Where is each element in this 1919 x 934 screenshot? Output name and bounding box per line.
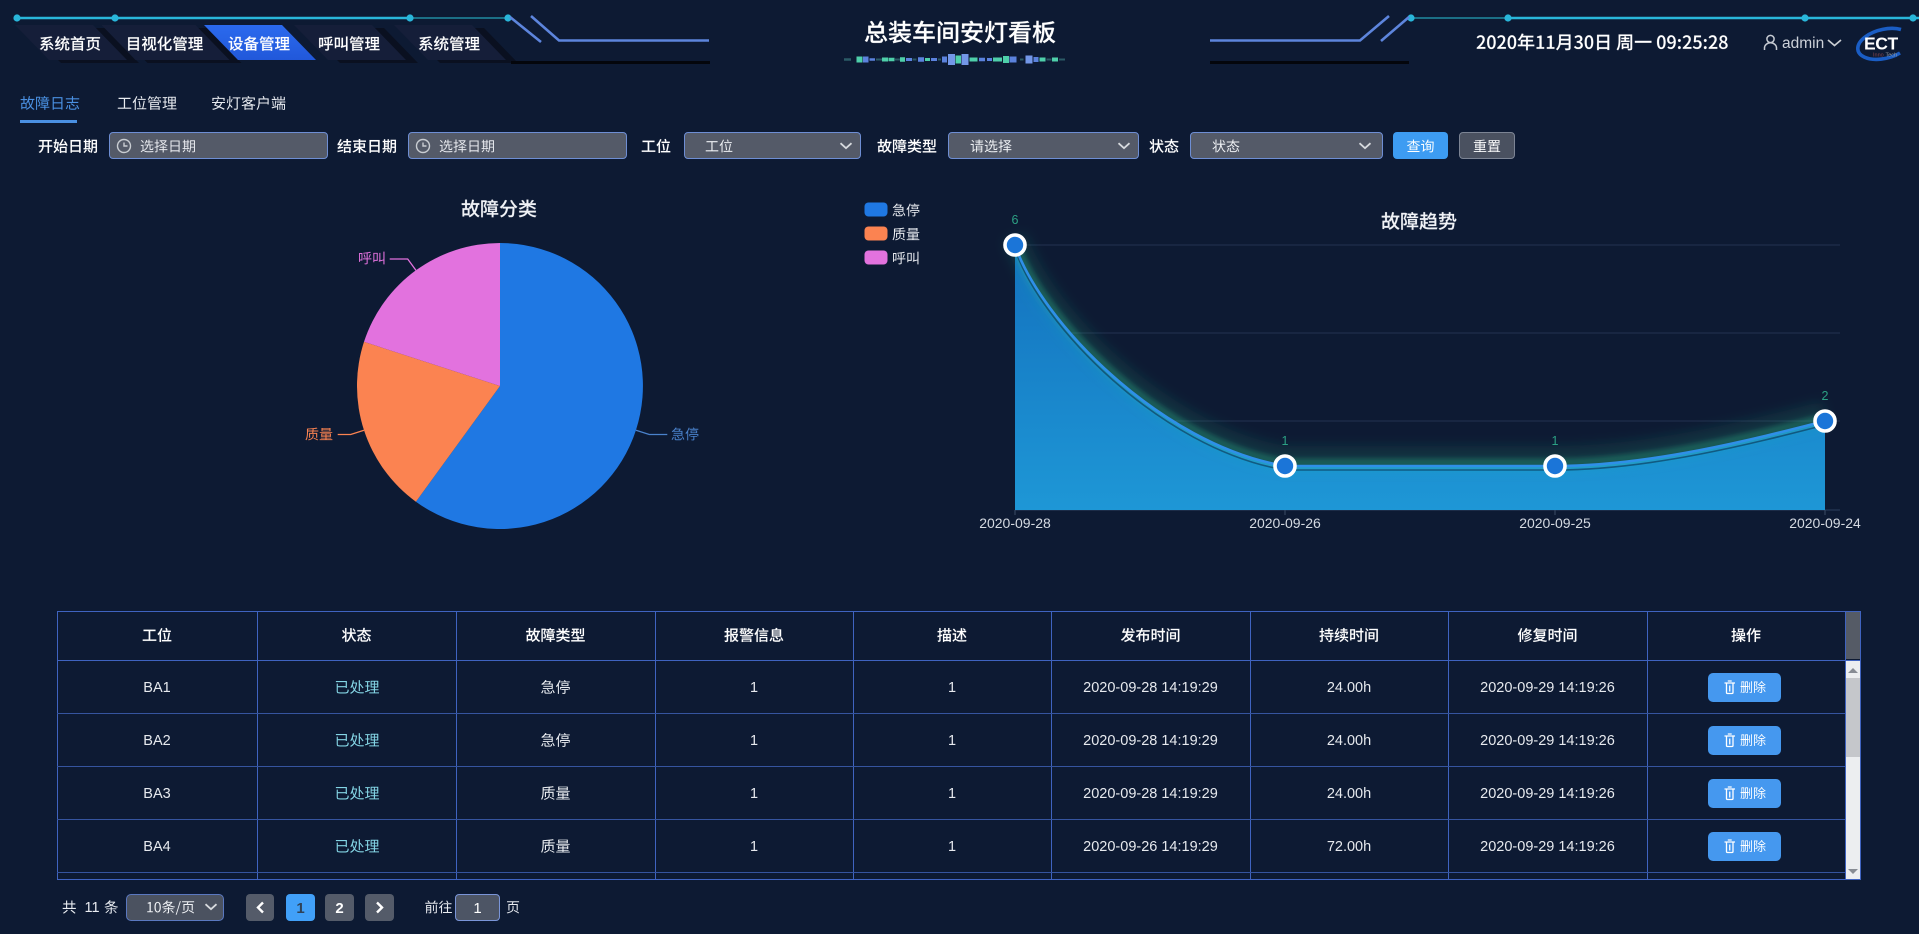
svg-text:11: 11 [84, 900, 99, 916]
svg-text:2020-09-26: 2020-09-26 [1249, 515, 1321, 531]
svg-text:1: 1 [1552, 434, 1559, 448]
svg-text:2: 2 [335, 900, 343, 917]
svg-text:2020-09-29 14:19:26: 2020-09-29 14:19:26 [1480, 786, 1615, 802]
svg-text:24.00h: 24.00h [1327, 680, 1371, 696]
svg-text:1: 1 [473, 900, 481, 917]
svg-text:1: 1 [750, 839, 758, 855]
svg-text:24.00h: 24.00h [1327, 786, 1371, 802]
svg-text:1: 1 [296, 900, 304, 917]
svg-text:1: 1 [948, 786, 956, 802]
svg-text:2020-09-28 14:19:29: 2020-09-28 14:19:29 [1083, 680, 1218, 696]
svg-text:1: 1 [948, 839, 956, 855]
svg-text:72.00h: 72.00h [1327, 839, 1371, 855]
svg-text:2020-09-29 14:19:26: 2020-09-29 14:19:26 [1480, 680, 1615, 696]
svg-text:1: 1 [1282, 434, 1289, 448]
svg-text:ECT: ECT [1864, 34, 1899, 54]
svg-text:1: 1 [948, 680, 956, 696]
svg-text:1: 1 [750, 786, 758, 802]
svg-text:2: 2 [1822, 389, 1829, 403]
svg-text:2020-09-28 14:19:29: 2020-09-28 14:19:29 [1083, 786, 1218, 802]
svg-text:Inno: Inno [1873, 53, 1884, 59]
svg-text:2020-09-25: 2020-09-25 [1519, 515, 1591, 531]
svg-text:1: 1 [750, 680, 758, 696]
svg-text:1: 1 [948, 733, 956, 749]
svg-text:BA4: BA4 [143, 839, 170, 855]
svg-text:6: 6 [1012, 213, 1019, 227]
svg-text:2020-09-24: 2020-09-24 [1789, 515, 1861, 531]
svg-text:Tech: Tech [1886, 53, 1898, 59]
svg-text:BA2: BA2 [143, 733, 170, 749]
svg-text:admin: admin [1782, 35, 1824, 52]
svg-text:2020-09-29 14:19:26: 2020-09-29 14:19:26 [1480, 733, 1615, 749]
svg-text:24.00h: 24.00h [1327, 733, 1371, 749]
svg-text:2020-09-28 14:19:29: 2020-09-28 14:19:29 [1083, 733, 1218, 749]
svg-text:2020-09-28: 2020-09-28 [979, 515, 1051, 531]
svg-text:1: 1 [750, 733, 758, 749]
svg-text:2020-09-26 14:19:29: 2020-09-26 14:19:29 [1083, 839, 1218, 855]
svg-text:2020-09-29 14:19:26: 2020-09-29 14:19:26 [1480, 839, 1615, 855]
svg-text:BA1: BA1 [143, 680, 170, 696]
svg-text:BA3: BA3 [143, 786, 170, 802]
